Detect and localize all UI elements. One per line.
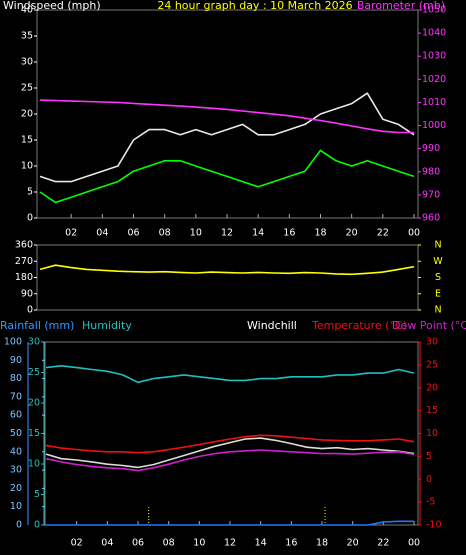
y-tick-label: 10 <box>10 501 22 512</box>
y3-tick-label: 20 <box>28 398 40 409</box>
x-tick-label: 04 <box>96 228 108 239</box>
y-tick-label: 180 <box>15 272 33 283</box>
series-line <box>45 365 415 384</box>
y2-tick-label: 1000 <box>422 120 446 131</box>
y2-tick-label: 30 <box>426 337 438 348</box>
y-tick-label: 70 <box>10 391 22 402</box>
x-tick-label: 10 <box>193 538 205 549</box>
x-tick-label: 20 <box>346 228 358 239</box>
y2-tick-label: 15 <box>426 405 438 416</box>
y-axis-label: Humidity <box>82 319 132 332</box>
y2-tick-label: 1030 <box>422 51 446 62</box>
y2-tick-label: W <box>433 256 443 267</box>
series-line <box>45 437 415 469</box>
x-tick-label: 00 <box>408 538 420 549</box>
y2-tick-label: S <box>435 272 441 283</box>
y-tick-label: 5 <box>27 187 33 198</box>
x-tick-label: 16 <box>285 538 297 549</box>
y3-tick-label: 10 <box>28 459 40 470</box>
y-tick-label: 90 <box>10 355 22 366</box>
y2-tick-label: 980 <box>422 166 440 177</box>
x-tick-label: 14 <box>252 228 264 239</box>
y2-tick-label: 1010 <box>422 97 446 108</box>
y2-tick-label: 1050 <box>422 5 446 16</box>
y-tick-label: 360 <box>15 240 33 251</box>
x-tick-label: 04 <box>101 538 113 549</box>
y-tick-label: 0 <box>16 520 22 531</box>
x-tick-label: 20 <box>347 538 359 549</box>
y2-tick-label: -10 <box>426 520 442 531</box>
y-tick-label: 15 <box>21 135 33 146</box>
y-tick-label: 270 <box>15 256 33 267</box>
y2-tick-label: 1020 <box>422 74 446 85</box>
y3-tick-label: 15 <box>28 428 40 439</box>
y2-tick-label: N <box>434 240 441 251</box>
y-tick-label: 100 <box>4 337 22 348</box>
y-tick-label: 20 <box>10 483 22 494</box>
y-tick-label: 35 <box>21 31 33 42</box>
x-tick-label: 10 <box>190 228 202 239</box>
y2-tick-label: 5 <box>426 451 432 462</box>
annotation: Dew Point (°C) <box>392 319 466 332</box>
y2-tick-label: 960 <box>422 213 440 224</box>
series-line <box>45 449 415 472</box>
y-tick-label: 25 <box>21 83 33 94</box>
chart-title: 24 hour graph day : 10 March 2026 <box>157 0 352 12</box>
annotation: Windchill <box>247 319 297 332</box>
series-line <box>45 434 415 454</box>
series-line <box>39 99 414 134</box>
y-tick-label: 40 <box>21 5 33 16</box>
x-tick-label: 00 <box>408 228 420 239</box>
x-tick-label: 06 <box>127 228 139 239</box>
x-tick-label: 12 <box>221 228 233 239</box>
y3-tick-label: 0 <box>34 520 40 531</box>
y2-tick-label: -5 <box>426 497 435 508</box>
x-tick-label: 02 <box>65 228 77 239</box>
y3-tick-label: 25 <box>28 367 40 378</box>
y-tick-label: 10 <box>21 161 33 172</box>
y2-tick-label: 20 <box>426 382 438 393</box>
y-tick-label: 0 <box>27 213 33 224</box>
y2-tick-label: 25 <box>426 359 438 370</box>
y-tick-label: 30 <box>21 57 33 68</box>
y3-tick-label: 30 <box>28 337 40 348</box>
series-line <box>39 92 415 183</box>
series-line <box>39 264 415 276</box>
y-tick-label: 30 <box>10 465 22 476</box>
x-tick-label: 08 <box>159 228 171 239</box>
y-tick-label: 90 <box>21 288 33 299</box>
y2-tick-label: 10 <box>426 428 438 439</box>
x-tick-label: 18 <box>316 538 328 549</box>
y2-axis-label: Temperature (°C) <box>311 319 407 332</box>
x-tick-label: 22 <box>377 228 389 239</box>
y-axis-label: Windspeed (mph) <box>3 0 101 12</box>
x-tick-label: 16 <box>283 228 295 239</box>
series-line <box>46 520 414 526</box>
x-tick-label: 12 <box>224 538 236 549</box>
y2-tick-label: 990 <box>422 143 440 154</box>
series-line <box>39 149 415 204</box>
x-tick-label: 02 <box>71 538 83 549</box>
x-tick-label: 18 <box>314 228 326 239</box>
y-tick-label: 0 <box>27 305 33 316</box>
y-tick-label: 40 <box>10 446 22 457</box>
y2-axis-label: Barometer (mb) <box>357 0 445 12</box>
y2-tick-label: 0 <box>426 474 432 485</box>
y3-tick-label: 5 <box>34 489 40 500</box>
y2-tick-label: 1040 <box>422 28 446 39</box>
x-tick-label: 06 <box>132 538 144 549</box>
x-tick-label: 22 <box>377 538 389 549</box>
y-tick-label: 50 <box>10 428 22 439</box>
y-tick-label: 20 <box>21 109 33 120</box>
y-tick-label: 60 <box>10 410 22 421</box>
y2-tick-label: N <box>434 305 441 316</box>
x-tick-label: 08 <box>163 538 175 549</box>
y2-tick-label: E <box>435 288 441 299</box>
y2-tick-label: 970 <box>422 189 440 200</box>
x-tick-label: 14 <box>255 538 267 549</box>
y3-axis-label: Rainfall (mm) <box>0 319 74 332</box>
y-tick-label: 80 <box>10 373 22 384</box>
